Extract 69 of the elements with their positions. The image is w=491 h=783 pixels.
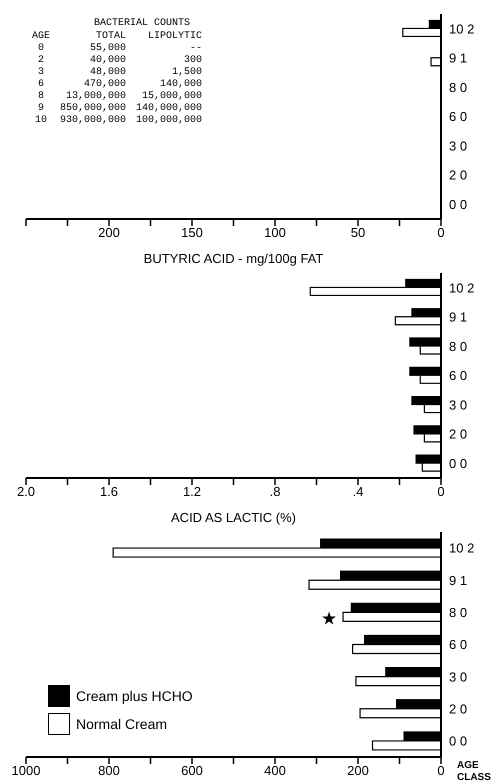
- x-tick-label: 200: [98, 225, 120, 240]
- annotation: 40,000: [89, 55, 126, 66]
- y-tick-label: 10 2: [449, 540, 474, 556]
- y-tick-label: 0 0: [449, 456, 468, 471]
- y-tick-label: 6 0: [449, 368, 468, 384]
- annotation: 10: [34, 115, 48, 126]
- x-tick-label: 1.6: [100, 484, 118, 500]
- y-tick-label: 6 0: [449, 109, 468, 124]
- y-tick-label: 3 0: [449, 138, 468, 154]
- y-tick-label: 2 0: [449, 426, 468, 442]
- x-tick-label: 50: [350, 225, 366, 240]
- x-tick-label: 1000: [12, 763, 40, 778]
- x-tick-label: 0: [437, 763, 445, 778]
- annotation: 55,000: [89, 43, 126, 54]
- annotation: 1,500: [171, 67, 202, 78]
- x-tick-label: .4: [352, 484, 364, 500]
- annotation: BACTERIAL COUNTS: [93, 18, 192, 29]
- annotation: 470,000: [83, 79, 126, 90]
- annotation: 13,000,000: [65, 91, 126, 102]
- annotation: 140,000,000: [136, 103, 202, 114]
- x-tick-label: 800: [98, 763, 120, 778]
- annotation: 15,000,000: [141, 91, 202, 102]
- annotation: 6: [37, 79, 46, 90]
- y-tick-label: 0 0: [449, 734, 468, 749]
- legend-label: Cream plus HCHO: [76, 688, 193, 704]
- y-tick-label: 9 1: [449, 572, 468, 588]
- y-tick-label: 8 0: [449, 604, 468, 620]
- annotation: 9: [37, 103, 46, 114]
- annotation: TOTAL: [95, 31, 126, 42]
- y-tick-label: 9 1: [449, 50, 468, 66]
- x-tick-label: 200: [347, 763, 369, 778]
- legend-label: Normal Cream: [76, 716, 168, 732]
- y-tick-label: 3 0: [449, 669, 468, 684]
- x-tick-label: 2.0: [16, 484, 36, 500]
- annotation: 850,000,000: [60, 103, 126, 114]
- x-tick-label: 1.2: [182, 484, 202, 500]
- annotation: 8: [37, 91, 46, 102]
- x-tick-label: 0: [437, 484, 445, 500]
- y-axis-title: AGE CLASS: [457, 760, 491, 783]
- y-tick-label: 10 2: [449, 21, 474, 36]
- annotation: 48,000: [89, 67, 126, 78]
- annotation: AGE: [32, 31, 50, 42]
- annotation: 930,000,000: [60, 115, 126, 126]
- x-tick-label: 600: [181, 763, 203, 778]
- x-tick-label: 150: [181, 225, 203, 240]
- y-tick-label: 10 2: [449, 280, 474, 296]
- y-tick-label: 2 0: [449, 701, 468, 716]
- x-axis-title: ACID AS LACTIC (%): [171, 510, 296, 525]
- x-tick-label: 100: [264, 225, 286, 240]
- annotation: 2: [37, 55, 46, 66]
- annotation: 100,000,000: [136, 115, 202, 126]
- x-tick-label: 0: [437, 225, 445, 240]
- annotation: --: [189, 43, 202, 54]
- annotation: ★: [321, 608, 338, 629]
- annotation: 0: [37, 43, 46, 54]
- y-tick-label: 3 0: [449, 397, 468, 412]
- x-tick-label: 400: [264, 763, 286, 778]
- x-tick-label: .8: [270, 484, 280, 500]
- annotation: 300: [183, 55, 202, 66]
- annotation: 3: [37, 67, 46, 78]
- y-tick-label: 8 0: [449, 338, 468, 354]
- y-tick-label: 0 0: [449, 196, 468, 212]
- annotation: 140,000: [159, 79, 202, 90]
- y-tick-label: 9 1: [449, 310, 468, 325]
- y-tick-label: 8 0: [449, 80, 468, 95]
- x-axis-title: BUTYRIC ACID - mg/100g FAT: [144, 251, 324, 266]
- annotation: LIPOLYTIC: [147, 31, 202, 42]
- y-tick-label: 2 0: [449, 168, 468, 183]
- y-tick-label: 6 0: [449, 637, 468, 652]
